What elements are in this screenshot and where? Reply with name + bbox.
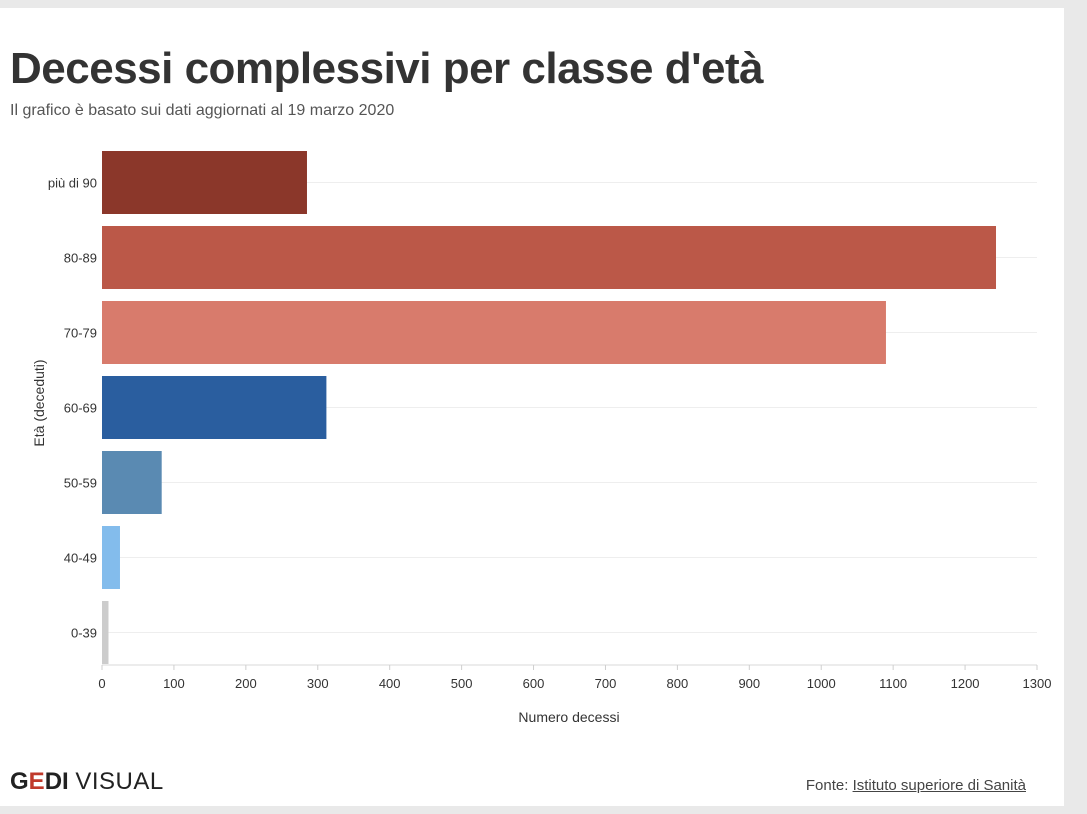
bar-80-89[interactable]: [102, 226, 997, 289]
bar-40-49[interactable]: [102, 526, 120, 589]
x-tick-label: 1300: [1023, 676, 1052, 691]
source-note: Fonte: Istituto superiore di Sanità: [806, 777, 1026, 794]
x-tick-label: 1200: [951, 676, 980, 691]
chart-title: Decessi complessivi per classe d'età: [10, 44, 764, 93]
category-label: 0-39: [71, 626, 97, 641]
x-tick-label: 800: [667, 676, 689, 691]
category-label: più di 90: [48, 176, 97, 191]
source-link[interactable]: Istituto superiore di Sanità: [852, 777, 1026, 794]
x-tick-label: 300: [307, 676, 329, 691]
category-label: 50-59: [64, 476, 97, 491]
y-axis-label: Età (deceduti): [31, 359, 47, 446]
gedi-visual-logo: GEDI VISUAL: [10, 768, 164, 796]
chart-subtitle: Il grafico è basato sui dati aggiornati …: [10, 102, 395, 119]
source-prefix: Fonte:: [805, 777, 849, 794]
bar-più-di-90[interactable]: [102, 151, 307, 214]
category-label: 40-49: [64, 551, 97, 566]
x-tick-label: 600: [523, 676, 545, 691]
logo-text-e: E: [28, 768, 45, 795]
bar-0-39[interactable]: [102, 601, 109, 664]
x-tick-label: 900: [738, 676, 760, 691]
bar-50-59[interactable]: [102, 451, 162, 514]
chart-card: Decessi complessivi per classe d'età Il …: [0, 8, 1064, 806]
x-tick-labels: 0 100 200 300 400 500 600 700 800 900 1000 1100 1200…: [98, 665, 1051, 691]
bar-60-69[interactable]: [102, 376, 327, 439]
logo-text-di: DI: [44, 768, 69, 795]
category-label: 70-79: [64, 326, 97, 341]
category-label: 60-69: [64, 401, 97, 416]
x-tick-label: 1000: [807, 676, 836, 691]
x-tick-label: 700: [595, 676, 617, 691]
x-tick-label: 0: [98, 676, 105, 691]
bar-70-79[interactable]: [102, 301, 886, 364]
x-tick-label: 400: [379, 676, 401, 691]
x-tick-label: 100: [163, 676, 185, 691]
x-tick-label: 500: [451, 676, 473, 691]
category-labels: più di 90 80-89 70-79 60-69 50-59 40-49 0-39: [48, 176, 97, 641]
logo-text-visual: VISUAL: [75, 768, 164, 795]
logo-text-g: G: [10, 768, 29, 795]
x-axis-label: Numero decessi: [518, 709, 619, 725]
x-tick-label: 1100: [879, 676, 907, 691]
category-label: 80-89: [64, 251, 97, 266]
bar-chart: più di 90 80-89 70-79 60-69 50-59 40-49 0-39 0…: [31, 151, 1051, 725]
x-tick-label: 200: [235, 676, 257, 691]
bars: [102, 151, 997, 664]
